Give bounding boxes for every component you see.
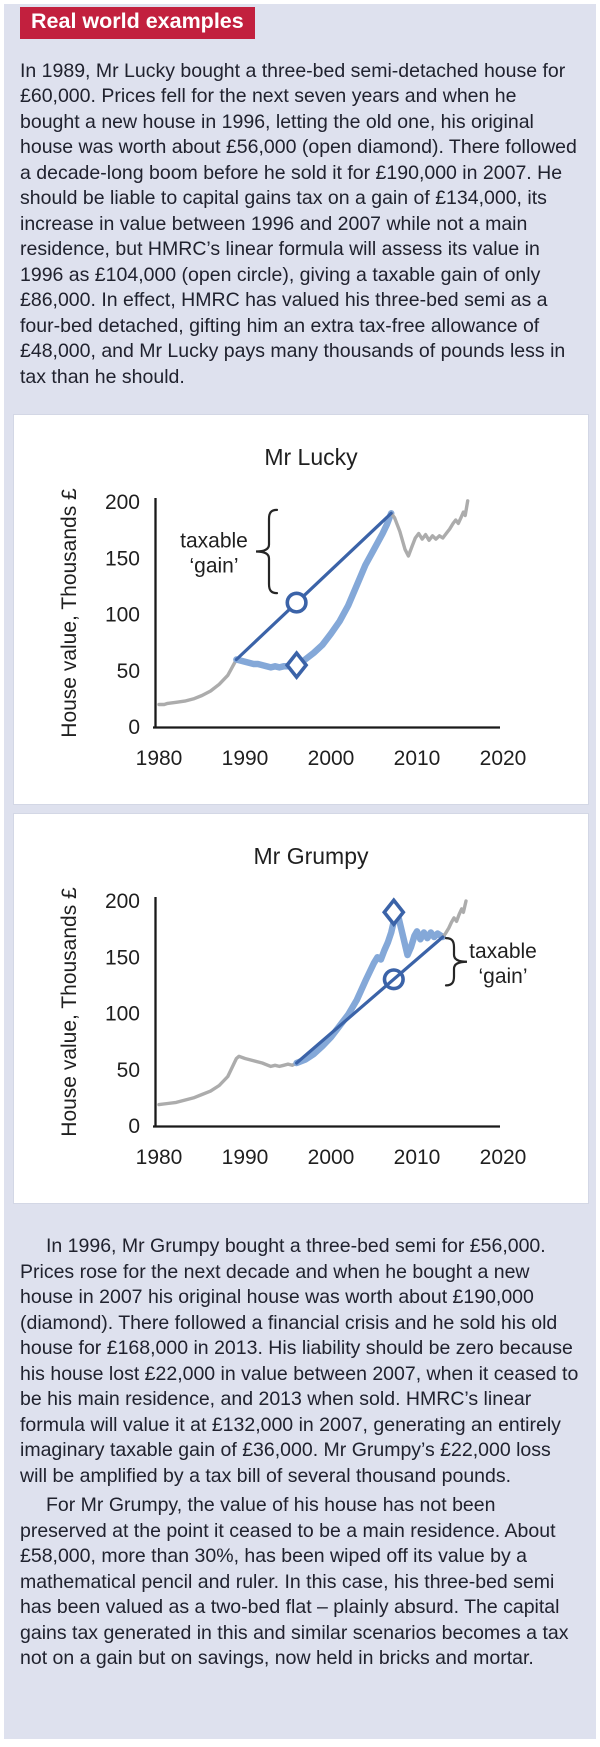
series-hmrc-linear-formula-1989-2007 <box>234 511 393 662</box>
paragraph-conclusion: For Mr Grumpy, the value of his house ha… <box>20 1494 569 1670</box>
open-circle-marker <box>285 591 308 614</box>
x-tick-label: 1980 <box>136 1146 183 1169</box>
x-tick-label: 2000 <box>308 1146 355 1169</box>
open-diamond-marker <box>381 897 406 928</box>
x-tick-label: 2020 <box>480 1146 527 1169</box>
series-actual-house-value-while-owned-1996-2013 <box>293 909 447 1067</box>
taxable-gain-brace <box>444 937 468 987</box>
section-header-badge: Real world examples <box>20 7 255 39</box>
y-axis-label: House value, Thousands £ <box>58 488 81 738</box>
mr-grumpy-chart: Mr Grumpy House value, Thousands £ 0 50 100 1… <box>58 843 537 1169</box>
y-tick-label: 50 <box>117 660 140 683</box>
chart-title: Mr Grumpy <box>254 843 370 869</box>
paragraph-mr-lucky: In 1989, Mr Lucky bought a three-bed sem… <box>20 59 577 388</box>
chart-box-mr-lucky: Mr Lucky House value, Thousands £ 0 50 100 15… <box>13 414 589 806</box>
y-tick-label: 150 <box>105 946 140 969</box>
series-market-value-before-purchase <box>157 1054 299 1107</box>
mr-lucky-chart: Mr Lucky House value, Thousands £ 0 50 100 15… <box>58 444 527 770</box>
series-market-value-after-sale <box>389 499 470 558</box>
x-tick-label: 1980 <box>136 747 183 770</box>
chart-box-mr-grumpy: Mr Grumpy House value, Thousands £ 0 50 100 1… <box>13 813 589 1205</box>
y-tick-label: 100 <box>105 604 140 627</box>
series-market-value-before-purchase <box>157 657 239 707</box>
x-tick-label: 2010 <box>394 1146 441 1169</box>
taxable-gain-label-line2: ‘gain’ <box>189 555 238 578</box>
x-tick-label: 1990 <box>222 747 269 770</box>
y-tick-label: 0 <box>128 1115 140 1138</box>
x-tick-label: 2000 <box>308 747 355 770</box>
x-tick-label: 2010 <box>394 747 441 770</box>
taxable-gain-label-line2: ‘gain’ <box>478 965 527 988</box>
content-panel: Real world examples In 1989, Mr Lucky bo… <box>4 4 596 1739</box>
taxable-gain-brace <box>255 508 279 595</box>
y-tick-label: 50 <box>117 1059 140 1082</box>
y-tick-label: 100 <box>105 1003 140 1026</box>
series-hmrc-linear-formula-1996-2013 <box>295 935 445 1065</box>
x-tick-label: 1990 <box>222 1146 269 1169</box>
open-circle-marker <box>382 968 405 991</box>
y-tick-label: 200 <box>105 890 140 913</box>
y-tick-label: 150 <box>105 547 140 570</box>
series-market-value-after-sale <box>441 899 468 939</box>
open-diamond-marker <box>284 650 309 681</box>
y-tick-label: 0 <box>128 716 140 739</box>
taxable-gain-label-line1: taxable <box>180 530 248 553</box>
taxable-gain-label-line1: taxable <box>469 940 537 963</box>
y-axis-label: House value, Thousands £ <box>58 887 81 1137</box>
x-tick-label: 2020 <box>480 747 527 770</box>
chart-title: Mr Lucky <box>264 444 358 470</box>
paragraph-mr-grumpy: In 1996, Mr Grumpy bought a three-bed se… <box>20 1235 579 1487</box>
y-tick-label: 200 <box>105 491 140 514</box>
